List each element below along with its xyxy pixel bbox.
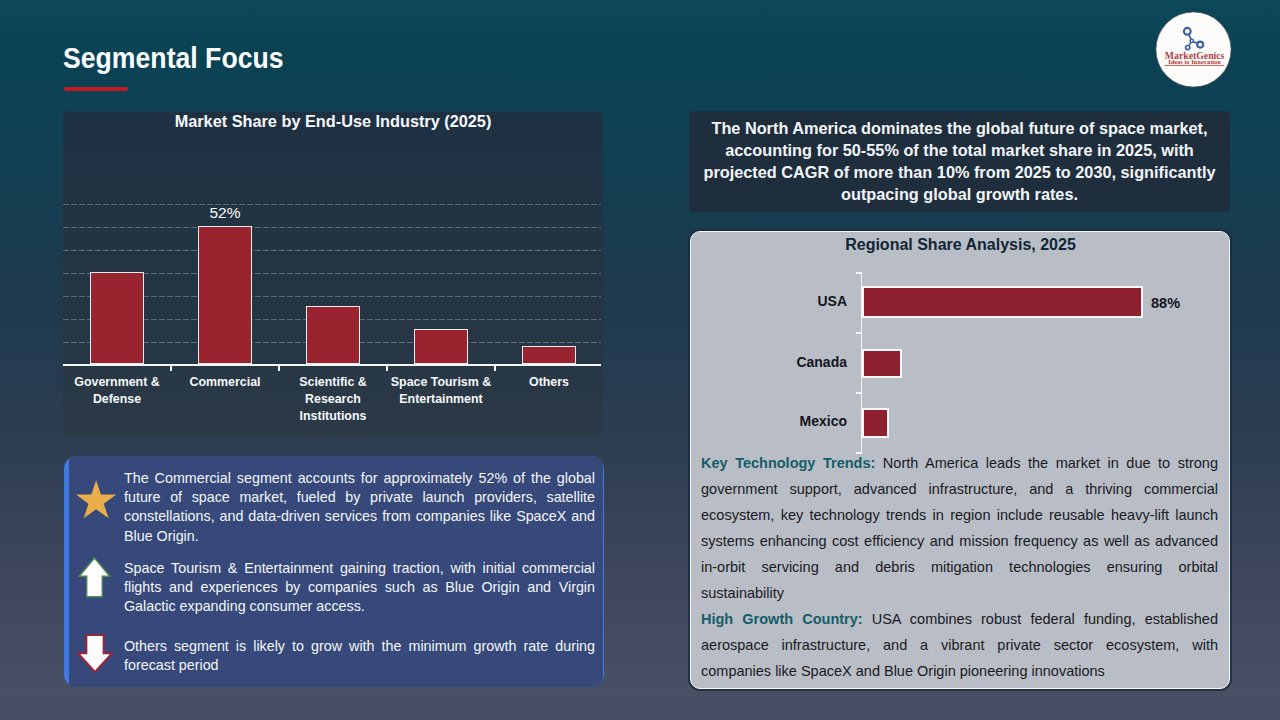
svg-text:Ideas to Innovation: Ideas to Innovation	[1168, 58, 1221, 65]
